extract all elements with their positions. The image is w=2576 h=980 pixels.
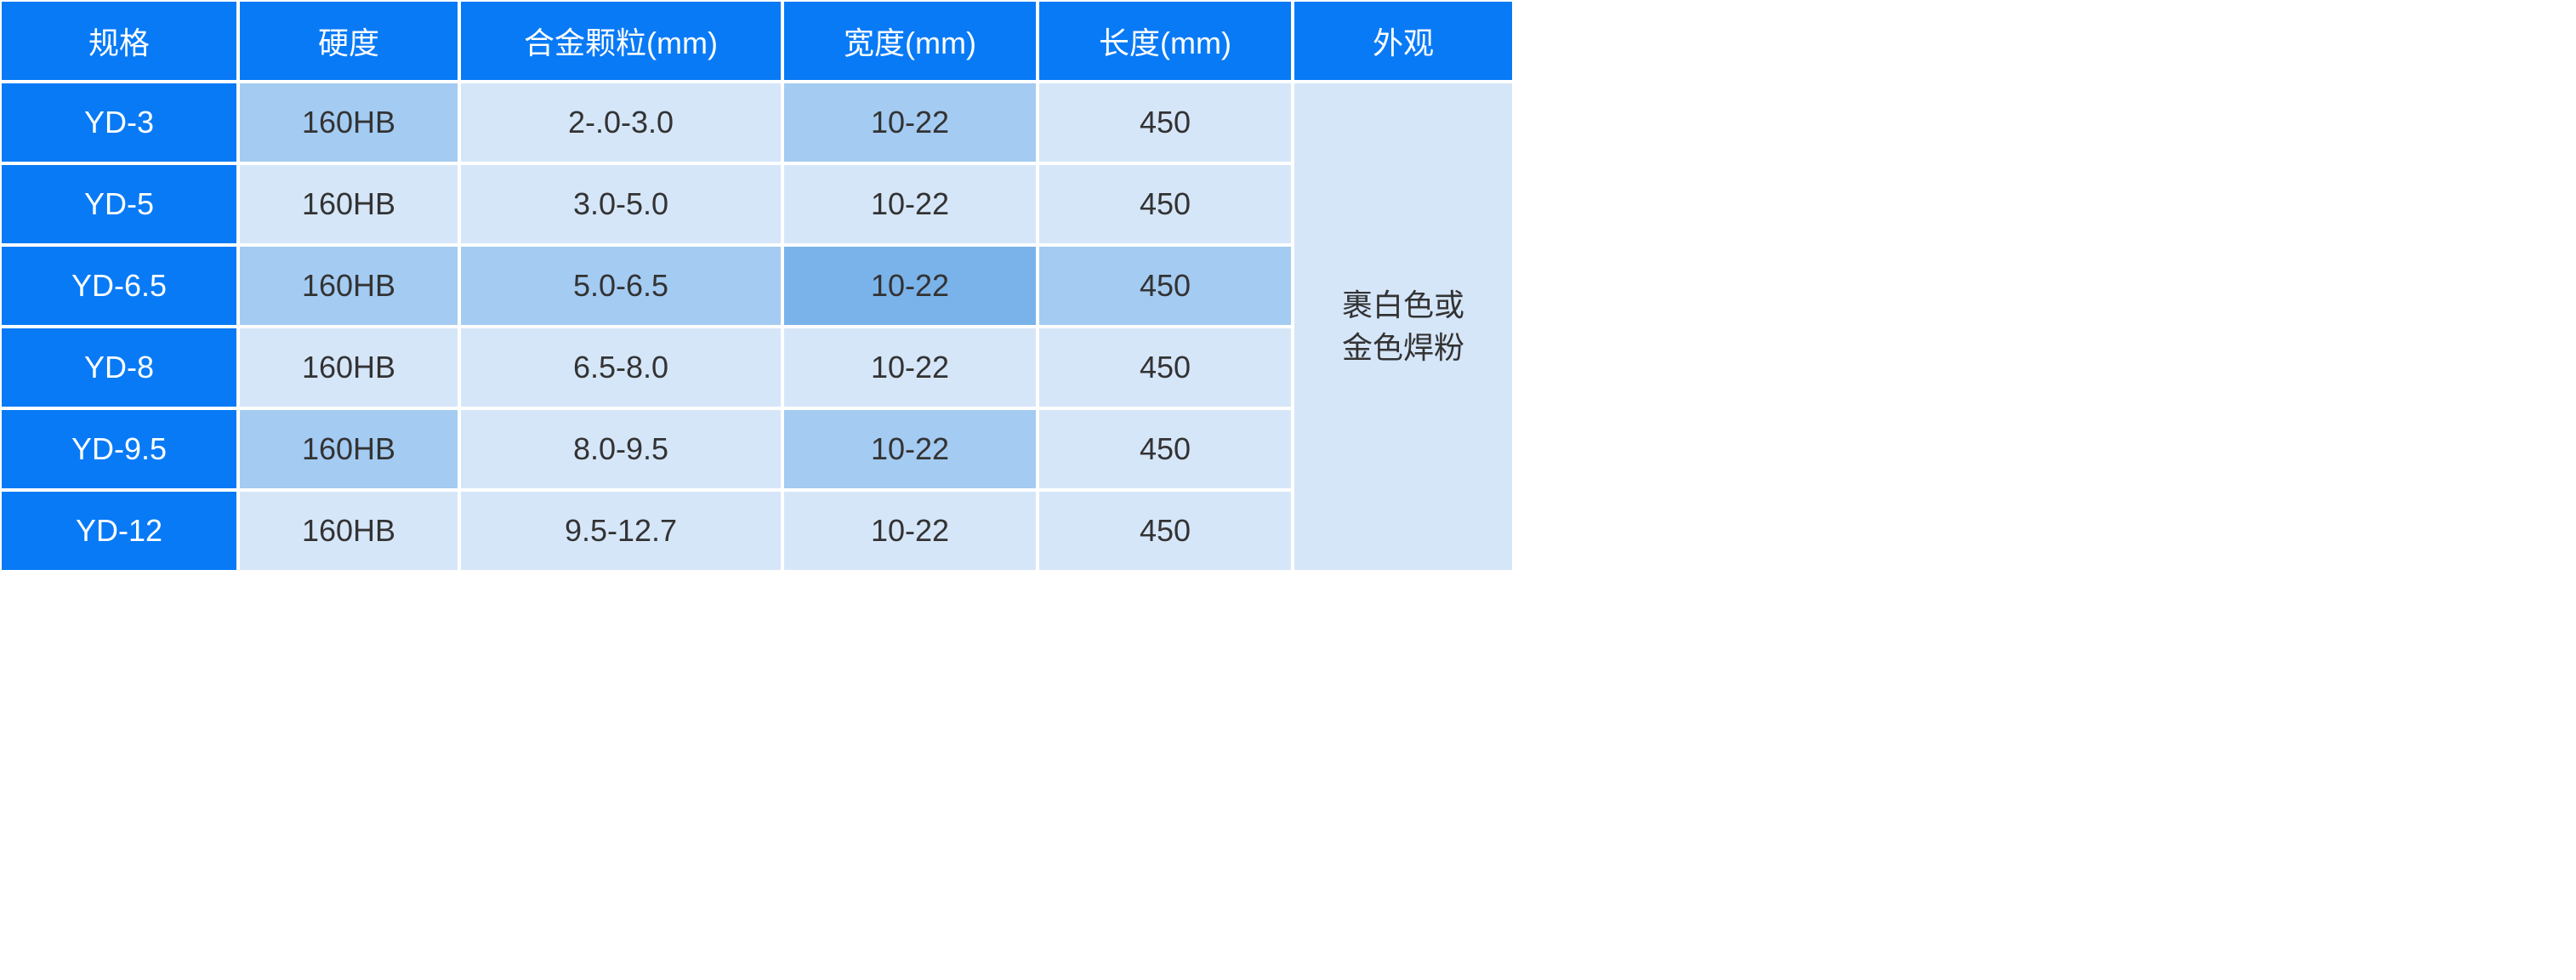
cell-length: 450 xyxy=(1038,82,1293,163)
cell-length: 450 xyxy=(1038,408,1293,490)
cell-hardness: 160HB xyxy=(238,327,459,408)
cell-hardness: 160HB xyxy=(238,490,459,572)
cell-length: 450 xyxy=(1038,327,1293,408)
table-header-row: 规格 硬度 合金颗粒(mm) 宽度(mm) 长度(mm) 外观 xyxy=(0,0,1514,82)
cell-spec: YD-9.5 xyxy=(0,408,238,490)
cell-hardness: 160HB xyxy=(238,408,459,490)
cell-hardness: 160HB xyxy=(238,163,459,245)
cell-particle: 2-.0-3.0 xyxy=(459,82,782,163)
col-header-particle: 合金颗粒(mm) xyxy=(459,0,782,82)
cell-spec: YD-3 xyxy=(0,82,238,163)
col-header-hardness: 硬度 xyxy=(238,0,459,82)
cell-particle: 6.5-8.0 xyxy=(459,327,782,408)
col-header-appearance: 外观 xyxy=(1293,0,1514,82)
table-body: YD-3 160HB 2-.0-3.0 10-22 450 裹白色或 金色焊粉 … xyxy=(0,82,1514,572)
col-header-spec: 规格 xyxy=(0,0,238,82)
cell-hardness: 160HB xyxy=(238,245,459,327)
appearance-line2: 金色焊粉 xyxy=(1342,327,1464,369)
cell-length: 450 xyxy=(1038,163,1293,245)
cell-hardness: 160HB xyxy=(238,82,459,163)
cell-spec: YD-12 xyxy=(0,490,238,572)
cell-width: 10-22 xyxy=(782,408,1038,490)
appearance-line1: 裹白色或 xyxy=(1342,284,1464,327)
cell-width: 10-22 xyxy=(782,82,1038,163)
cell-particle: 8.0-9.5 xyxy=(459,408,782,490)
cell-spec: YD-6.5 xyxy=(0,245,238,327)
cell-spec: YD-8 xyxy=(0,327,238,408)
cell-width: 10-22 xyxy=(782,490,1038,572)
cell-width: 10-22 xyxy=(782,163,1038,245)
col-header-length: 长度(mm) xyxy=(1038,0,1293,82)
cell-particle: 5.0-6.5 xyxy=(459,245,782,327)
cell-particle: 3.0-5.0 xyxy=(459,163,782,245)
col-header-width: 宽度(mm) xyxy=(782,0,1038,82)
cell-width: 10-22 xyxy=(782,245,1038,327)
cell-spec: YD-5 xyxy=(0,163,238,245)
cell-length: 450 xyxy=(1038,490,1293,572)
cell-particle: 9.5-12.7 xyxy=(459,490,782,572)
cell-appearance: 裹白色或 金色焊粉 xyxy=(1293,82,1514,572)
cell-length: 450 xyxy=(1038,245,1293,327)
cell-width: 10-22 xyxy=(782,327,1038,408)
spec-table: 规格 硬度 合金颗粒(mm) 宽度(mm) 长度(mm) 外观 YD-3 160… xyxy=(0,0,1514,572)
